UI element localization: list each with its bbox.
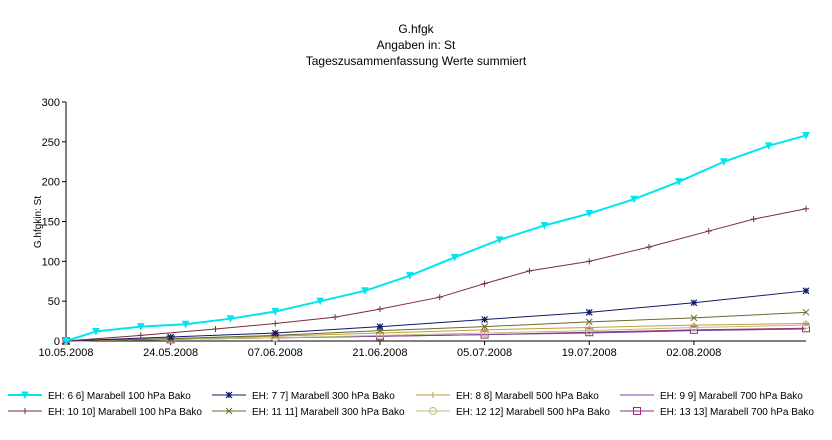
series-point (181, 320, 190, 329)
series-point (481, 323, 488, 331)
series-point (586, 258, 593, 265)
plot-area: 0 50 100 150 200 250 300 10.05.2008 24.05.2008 07… (38, 97, 810, 359)
series-point (316, 297, 324, 306)
legend-label: EH: 7 7] Marabell 300 hPa Bako (252, 391, 395, 402)
series-line (65, 290, 807, 342)
series-point (585, 308, 593, 316)
legend-label: EH: 10 10] Marabell 100 hPa Bako (48, 407, 202, 418)
series-point (226, 315, 235, 323)
y-tick-label: 100 (42, 256, 60, 268)
series-point (540, 221, 549, 230)
legend-marker (633, 407, 641, 415)
legend-entry: EH: 7 7] Marabell 300 hPa Bako (212, 391, 395, 402)
series-point (62, 337, 70, 346)
series-point (481, 316, 489, 323)
legend-entry: EH: 6 6] Marabell 100 hPa Bako (8, 391, 191, 402)
series-point (750, 216, 757, 223)
series-point (167, 333, 175, 341)
chart-subtitle-summary: Tageszusammenfassung Werte summiert (306, 54, 527, 68)
series-point (690, 322, 697, 329)
series-line (65, 134, 807, 342)
legend-entry: EH: 8 8] Marabell 500 hPa Bako (416, 391, 599, 402)
legend-label: EH: 6 6] Marabell 100 hPa Bako (48, 391, 191, 402)
y-tick-label: 300 (42, 97, 60, 109)
legend-entry: EH: 10 10] Marabell 100 hPa Bako (8, 407, 202, 418)
x-tick-label: 19.07.2008 (562, 347, 617, 359)
y-tick-label: 250 (42, 137, 60, 149)
series-point (764, 142, 773, 150)
series-point (803, 205, 809, 212)
series-point (271, 329, 279, 337)
series-point (585, 318, 593, 326)
series-point (450, 253, 459, 262)
legend-marker (225, 407, 233, 415)
legend-marker (225, 391, 233, 399)
series-point (136, 323, 145, 331)
y-axis-label: G.hfgkin: St (33, 196, 44, 248)
series-point (272, 320, 279, 327)
legend-entry: EH: 11 11] Marabell 300 hPa Bako (212, 407, 405, 418)
legend-marker (430, 392, 436, 398)
legend-label: EH: 12 12] Marabell 500 hPa Bako (456, 407, 610, 418)
x-tick-label: 02.08.2008 (666, 347, 721, 359)
y-tick-label: 150 (42, 217, 60, 229)
series-point (137, 332, 144, 339)
chart-subtitle-units: Angaben in: St (377, 38, 456, 52)
series-point (585, 210, 594, 218)
x-tick-label: 07.06.2008 (248, 347, 303, 359)
series-point (586, 324, 593, 331)
chart-title: G.hfgk (398, 22, 434, 36)
legend-label: EH: 8 8] Marabell 500 hPa Bako (456, 391, 599, 402)
legend-marker (21, 391, 29, 400)
series-point (802, 131, 810, 140)
series-group (62, 131, 810, 346)
series-line (65, 311, 807, 342)
series-point (705, 228, 712, 235)
x-tick-label: 10.05.2008 (38, 347, 93, 359)
series-point (690, 314, 698, 322)
series-point (376, 306, 383, 313)
series-point (332, 314, 339, 321)
series-point (92, 327, 100, 336)
series-point (212, 326, 219, 333)
x-tick-label: 21.06.2008 (352, 347, 407, 359)
series-point (495, 236, 504, 244)
series-point (646, 243, 653, 250)
series-point (271, 308, 280, 316)
series-point (719, 158, 728, 166)
x-tick-label: 05.07.2008 (457, 347, 512, 359)
series-group (63, 205, 809, 344)
legend-marker (429, 407, 437, 415)
legend-marker (22, 408, 28, 414)
series-point (675, 178, 683, 186)
legend: EH: 6 6] Marabell 100 hPa Bako EH: 7 7] M… (8, 391, 814, 418)
legend-entry: EH: 9 9] Marabell 700 hPa Bako (620, 391, 803, 402)
series-point (630, 195, 638, 204)
legend-label: EH: 9 9] Marabell 700 hPa Bako (660, 391, 803, 402)
y-tick-label: 50 (48, 296, 60, 308)
y-tick-label: 200 (42, 177, 60, 189)
series-point (481, 326, 488, 333)
series-point (361, 287, 369, 295)
series-point (803, 320, 809, 327)
y-tick-label: 0 (54, 336, 60, 348)
legend-entry: EH: 12 12] Marabell 500 hPa Bako (416, 407, 610, 418)
x-tick-label: 24.05.2008 (143, 347, 198, 359)
series-point (376, 323, 384, 331)
series-line (65, 324, 807, 342)
series-point (802, 308, 810, 316)
series-point (436, 294, 443, 301)
series-line (65, 208, 807, 342)
legend-label: EH: 11 11] Marabell 300 hPa Bako (252, 407, 405, 418)
series-point (690, 299, 698, 307)
legend-label: EH: 13 13] Marabell 700 hPa Bako (660, 407, 814, 418)
legend-entry: EH: 13 13] Marabell 700 hPa Bako (620, 407, 814, 418)
series-point (481, 280, 488, 287)
series-point (526, 267, 533, 274)
series-point (406, 272, 414, 280)
series-point (802, 287, 810, 295)
